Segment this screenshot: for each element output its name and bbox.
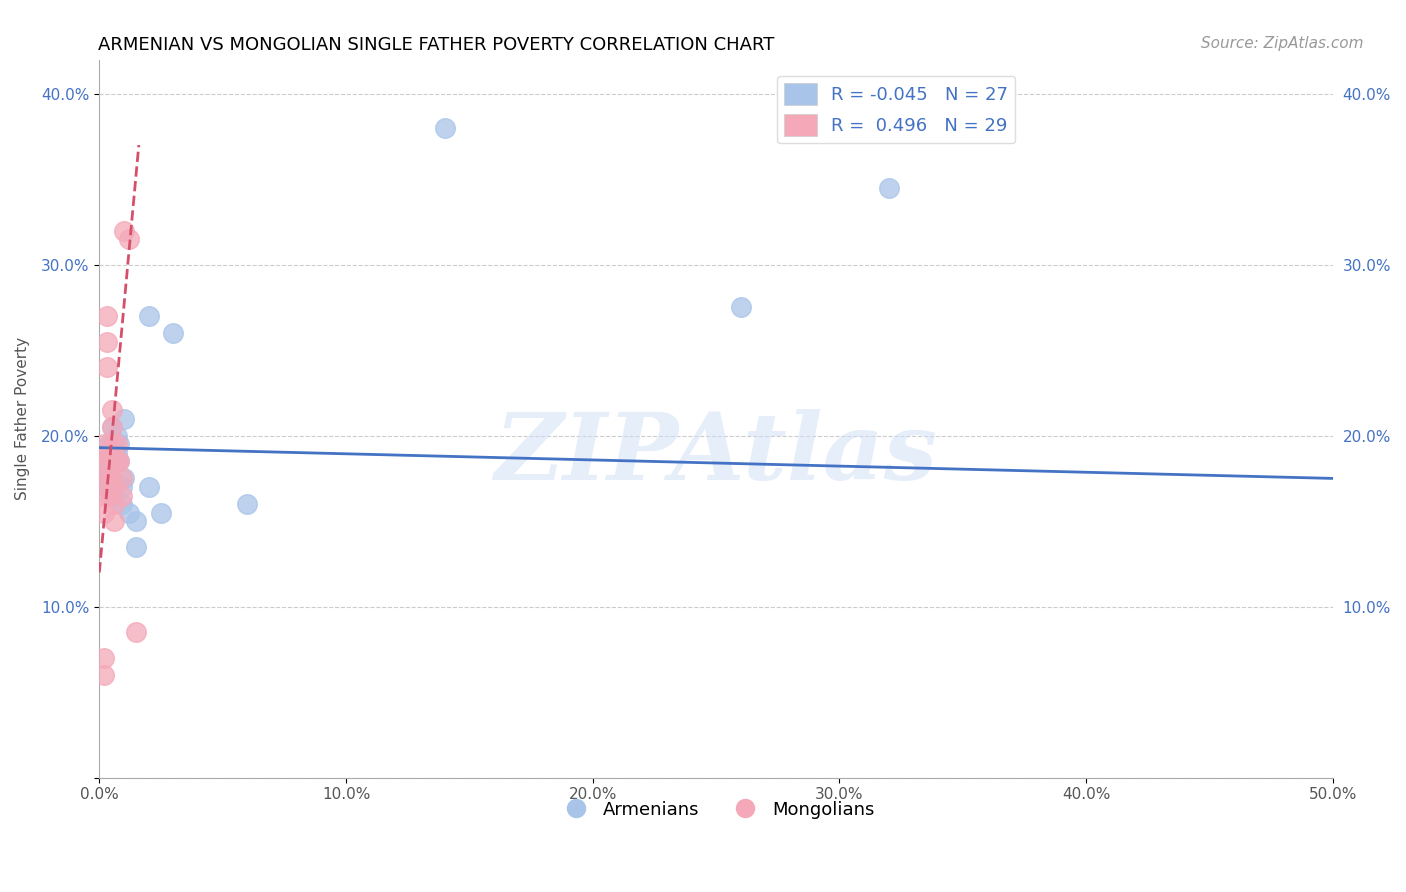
Text: ARMENIAN VS MONGOLIAN SINGLE FATHER POVERTY CORRELATION CHART: ARMENIAN VS MONGOLIAN SINGLE FATHER POVE… bbox=[98, 36, 775, 54]
Point bbox=[138, 309, 160, 323]
Point bbox=[105, 446, 128, 460]
Point bbox=[105, 428, 128, 442]
Point bbox=[110, 480, 132, 494]
Point bbox=[93, 454, 115, 468]
Point bbox=[98, 446, 121, 460]
Point bbox=[103, 514, 125, 528]
Point bbox=[98, 463, 121, 477]
Point bbox=[100, 420, 122, 434]
Point bbox=[103, 480, 125, 494]
Point bbox=[98, 454, 121, 468]
Point bbox=[730, 301, 752, 315]
Point bbox=[93, 506, 115, 520]
Point bbox=[105, 437, 128, 451]
Legend: Armenians, Mongolians: Armenians, Mongolians bbox=[551, 794, 882, 826]
Point bbox=[98, 488, 121, 502]
Point bbox=[98, 471, 121, 485]
Point bbox=[103, 497, 125, 511]
Point bbox=[118, 232, 141, 246]
Point bbox=[236, 497, 259, 511]
Point bbox=[110, 497, 132, 511]
Point bbox=[105, 454, 128, 468]
Point bbox=[100, 403, 122, 417]
Point bbox=[125, 625, 148, 640]
Point bbox=[125, 540, 148, 554]
Y-axis label: Single Father Poverty: Single Father Poverty bbox=[15, 337, 30, 500]
Point bbox=[93, 651, 115, 665]
Point bbox=[112, 223, 135, 237]
Text: ZIPAtlas: ZIPAtlas bbox=[495, 409, 938, 500]
Point bbox=[96, 309, 118, 323]
Text: Source: ZipAtlas.com: Source: ZipAtlas.com bbox=[1201, 36, 1364, 51]
Point bbox=[108, 454, 131, 468]
Point bbox=[110, 488, 132, 502]
Point bbox=[150, 506, 173, 520]
Point bbox=[100, 471, 122, 485]
Point bbox=[96, 360, 118, 375]
Point bbox=[96, 446, 118, 460]
Point bbox=[98, 437, 121, 451]
Point bbox=[108, 437, 131, 451]
Point bbox=[100, 420, 122, 434]
Point bbox=[100, 437, 122, 451]
Point bbox=[162, 326, 184, 340]
Point bbox=[125, 514, 148, 528]
Point bbox=[877, 181, 900, 195]
Point bbox=[433, 120, 456, 135]
Point bbox=[93, 488, 115, 502]
Point bbox=[98, 480, 121, 494]
Point bbox=[108, 454, 131, 468]
Point bbox=[98, 454, 121, 468]
Point bbox=[96, 334, 118, 349]
Point bbox=[138, 480, 160, 494]
Point bbox=[100, 488, 122, 502]
Point bbox=[93, 471, 115, 485]
Point bbox=[93, 668, 115, 682]
Point bbox=[98, 471, 121, 485]
Point bbox=[112, 411, 135, 425]
Point bbox=[112, 471, 135, 485]
Point bbox=[93, 437, 115, 451]
Point bbox=[110, 471, 132, 485]
Point bbox=[118, 506, 141, 520]
